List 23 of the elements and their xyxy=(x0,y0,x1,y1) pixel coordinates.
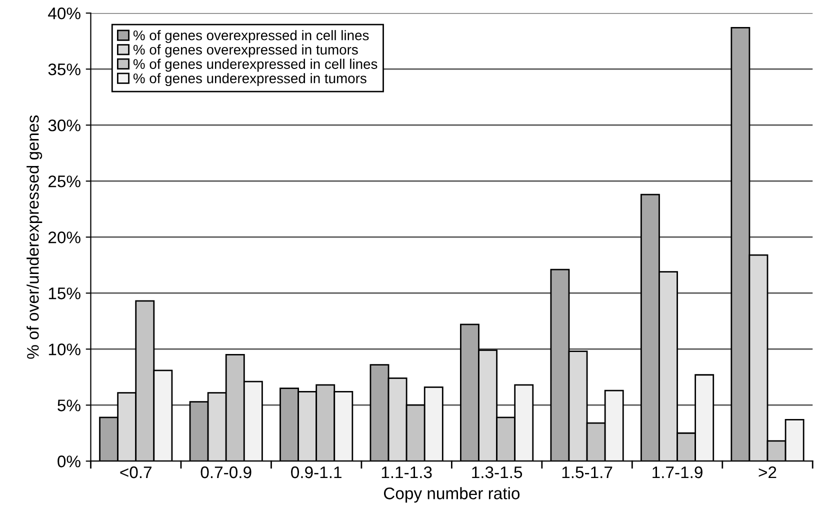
y-tick-label: 15% xyxy=(48,288,80,300)
legend-label: % of genes underexpressed in cell lines xyxy=(133,58,378,72)
y-tick-label: 0% xyxy=(58,456,80,468)
legend-label: % of genes overexpressed in cell lines xyxy=(133,30,369,44)
y-tick-label: 10% xyxy=(48,344,80,356)
x-tick-label: 1.3-1.5 xyxy=(472,466,522,478)
x-tick-label: 1.1-1.3 xyxy=(382,466,432,478)
y-tick-label: 35% xyxy=(48,64,80,76)
x-tick-label: 1.5-1.7 xyxy=(562,466,612,478)
x-tick-label: 0.7-0.9 xyxy=(200,466,252,478)
y-tick-label: 40% xyxy=(48,8,80,20)
legend-label: % of genes overexpressed in tumors xyxy=(133,44,358,58)
x-tick-label: >2 xyxy=(758,466,776,478)
y-tick-label: 20% xyxy=(48,232,80,244)
y-tick-label: 30% xyxy=(48,120,80,132)
x-tick-label: <0.7 xyxy=(120,466,152,478)
legend-label: % of genes underexpressed in tumors xyxy=(133,73,366,86)
y-tick-label: 25% xyxy=(48,176,80,188)
y-axis-title: % of over/underexpressed genes xyxy=(26,115,42,359)
x-tick-label: 0.9-1.1 xyxy=(291,466,342,478)
x-tick-label: 1.7-1.9 xyxy=(652,466,702,478)
y-tick-label: 5% xyxy=(58,400,80,412)
x-axis-title: Copy number ratio xyxy=(384,487,520,503)
